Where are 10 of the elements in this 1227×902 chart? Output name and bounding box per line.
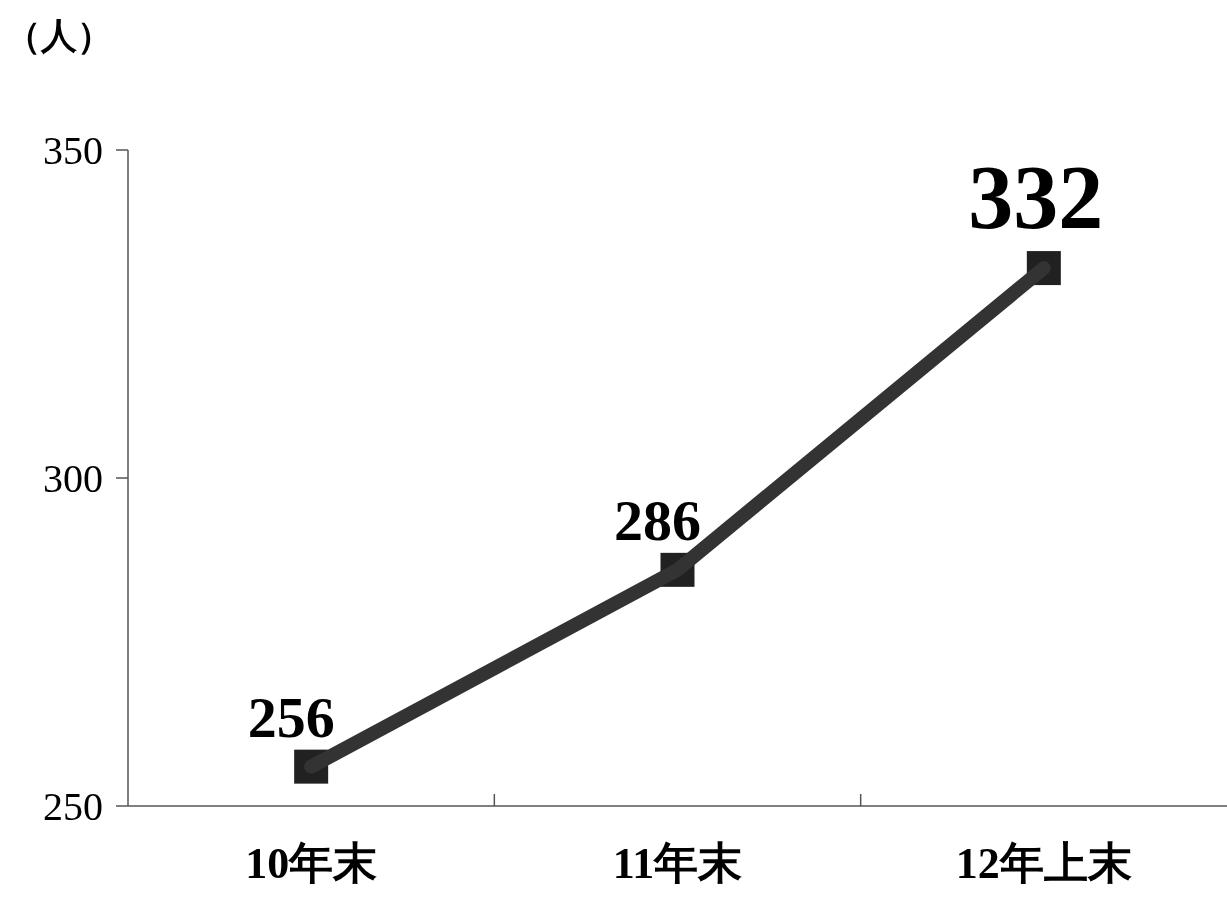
y-tick-label: 250: [43, 784, 103, 829]
y-axis-title: （人）: [5, 16, 113, 56]
x-tick-label: 12年上末: [955, 839, 1132, 888]
data-label: 256: [247, 684, 335, 750]
x-tick-label: 10年末: [245, 839, 378, 888]
data-label: 286: [614, 487, 701, 553]
data-label: 332: [968, 148, 1104, 248]
y-tick-label: 300: [43, 456, 103, 501]
y-tick-label: 350: [43, 128, 103, 173]
x-tick-label: 11年末: [612, 839, 743, 888]
